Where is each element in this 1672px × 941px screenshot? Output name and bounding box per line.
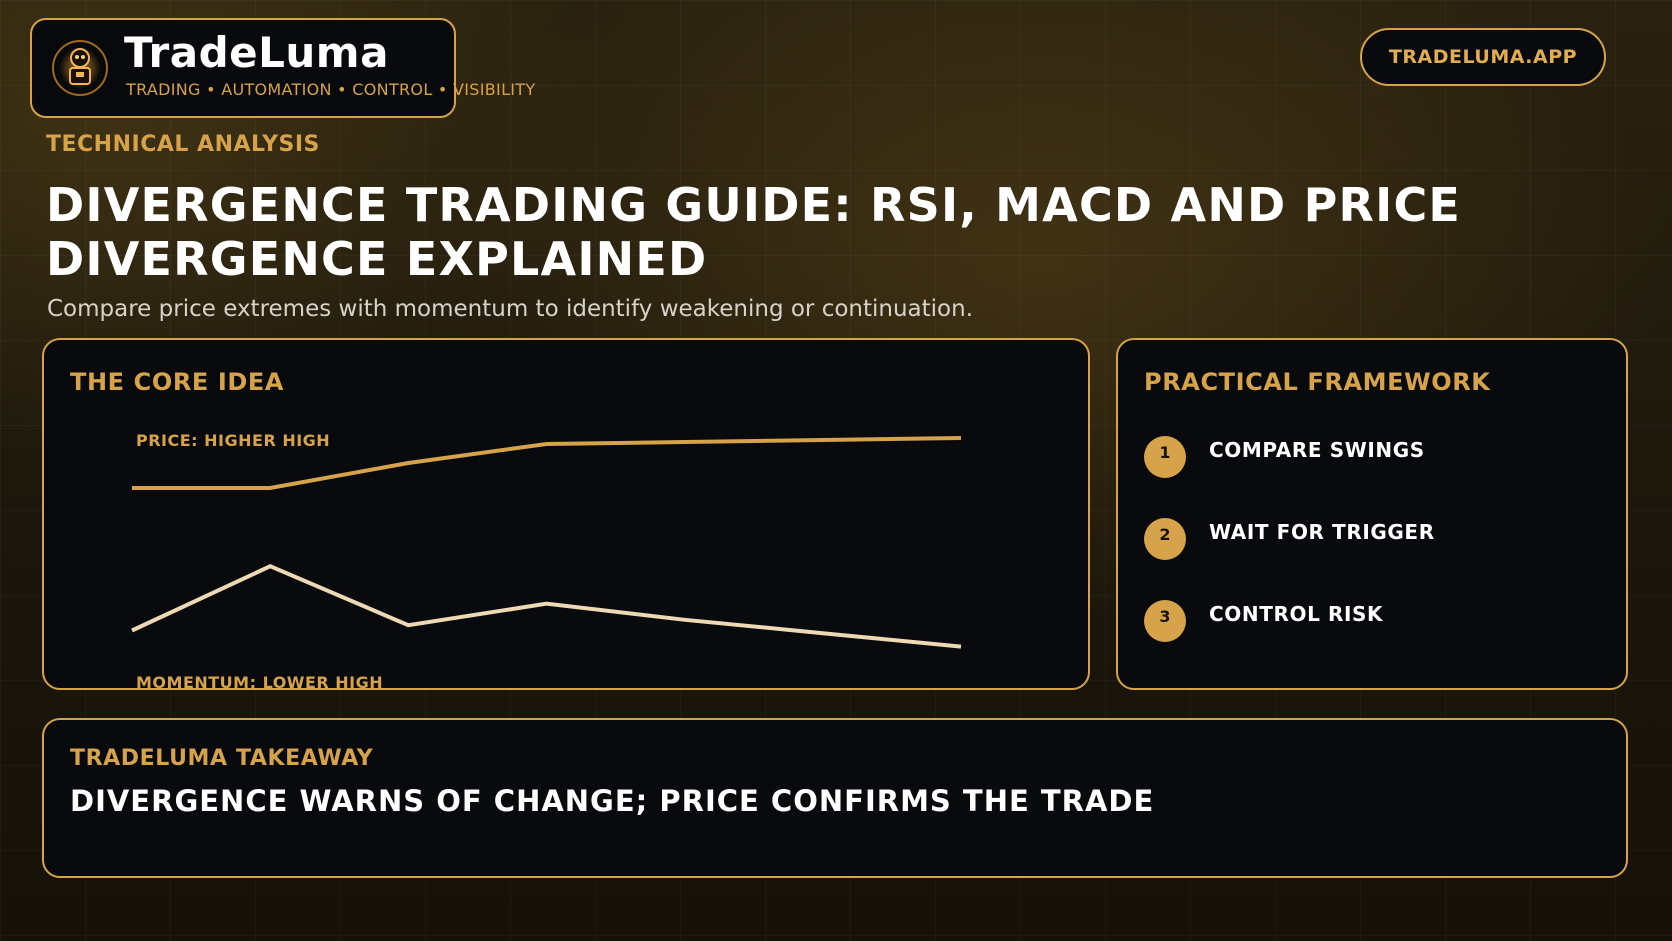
website-link-button[interactable]: TRADELUMA.APP xyxy=(1360,28,1606,86)
brand-name: TradeLuma xyxy=(124,28,389,77)
page-title: DIVERGENCE TRADING GUIDE: RSI, MACD AND … xyxy=(46,178,1462,286)
core-idea-card: THE CORE IDEA PRICE: HIGHER HIGH MOMENTU… xyxy=(42,338,1090,690)
step-label: CONTROL RISK xyxy=(1209,602,1384,626)
step-number-badge: 3 xyxy=(1144,600,1186,642)
step-label: COMPARE SWINGS xyxy=(1209,438,1425,462)
practical-framework-card: PRACTICAL FRAMEWORK 1 COMPARE SWINGS 2 W… xyxy=(1116,338,1628,690)
takeaway-text: DIVERGENCE WARNS OF CHANGE; PRICE CONFIR… xyxy=(70,784,1155,818)
price-series-label: PRICE: HIGHER HIGH xyxy=(136,431,330,450)
step-number-badge: 2 xyxy=(1144,518,1186,560)
takeaway-heading: TRADELUMA TAKEAWAY xyxy=(70,746,374,771)
takeaway-card: TRADELUMA TAKEAWAY DIVERGENCE WARNS OF C… xyxy=(42,718,1628,878)
brand-tagline: TRADING • AUTOMATION • CONTROL • VISIBIL… xyxy=(126,80,536,99)
framework-title: PRACTICAL FRAMEWORK xyxy=(1144,368,1491,396)
price-line xyxy=(132,436,962,490)
momentum-line xyxy=(131,564,962,649)
core-idea-title: THE CORE IDEA xyxy=(70,368,285,396)
brand-badge[interactable]: TradeLuma TRADING • AUTOMATION • CONTROL… xyxy=(30,18,535,118)
category-label: TECHNICAL ANALYSIS xyxy=(46,132,320,157)
robot-logo-icon xyxy=(48,36,112,100)
momentum-series-label: MOMENTUM: LOWER HIGH xyxy=(136,673,383,690)
step-number-badge: 1 xyxy=(1144,436,1186,478)
page-subtitle: Compare price extremes with momentum to … xyxy=(47,296,974,322)
step-label: WAIT FOR TRIGGER xyxy=(1209,520,1435,544)
divergence-chart: PRICE: HIGHER HIGH MOMENTUM: LOWER HIGH xyxy=(131,431,962,690)
